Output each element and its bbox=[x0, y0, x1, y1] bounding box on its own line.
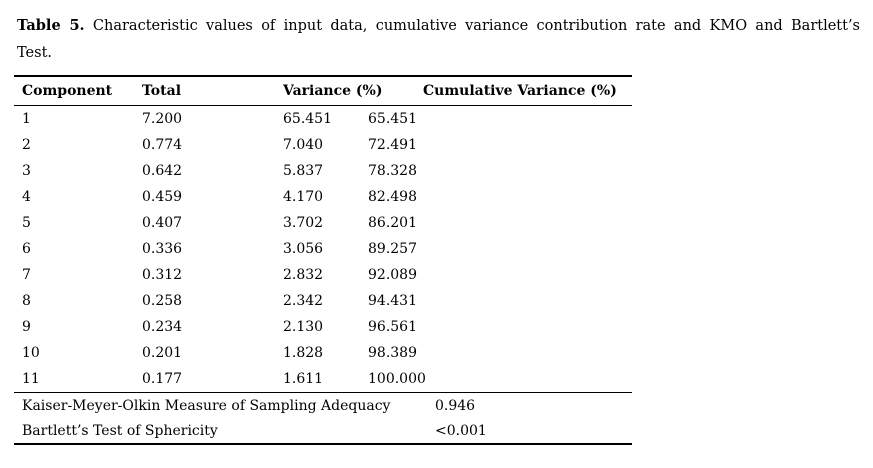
cell-variance: 4.170 bbox=[283, 189, 324, 205]
footer-label-bartlett: Bartlett’s Test of Sphericity bbox=[22, 422, 218, 439]
cell-total: 0.336 bbox=[142, 241, 183, 257]
cell-component: 3 bbox=[22, 163, 31, 179]
cell-component: 8 bbox=[22, 293, 31, 309]
caption-label: Table 5. bbox=[17, 17, 85, 34]
cell-variance: 2.342 bbox=[283, 293, 324, 309]
cell-cumulative: 78.328 bbox=[368, 163, 417, 179]
footer-row-bartlett: Bartlett’s Test of Sphericity <0.001 bbox=[14, 418, 632, 444]
caption-line-2: Test. bbox=[17, 45, 53, 61]
spacer-cell bbox=[360, 76, 415, 106]
table-row: 8 0.258 2.342 94.431 bbox=[14, 288, 632, 314]
cell-variance: 2.832 bbox=[283, 267, 324, 283]
spacer-cell bbox=[415, 366, 632, 393]
caption-text: Characteristic values of input data, cum… bbox=[92, 18, 860, 34]
table-row: 9 0.234 2.130 96.561 bbox=[14, 314, 632, 340]
cell-component: 10 bbox=[22, 345, 40, 361]
header-cell-component: Component bbox=[14, 76, 134, 106]
cell-total: 7.200 bbox=[142, 111, 183, 127]
header-cell-cumulative: Cumulative Variance (%) bbox=[415, 76, 632, 106]
spacer-cell bbox=[415, 106, 632, 133]
cell-total: 0.407 bbox=[142, 215, 183, 231]
spacer-cell bbox=[415, 262, 632, 288]
table-row: 5 0.407 3.702 86.201 bbox=[14, 210, 632, 236]
cell-component: 1 bbox=[22, 111, 31, 127]
footer-row-kmo: Kaiser-Meyer-Olkin Measure of Sampling A… bbox=[14, 392, 632, 418]
cell-cumulative: 96.561 bbox=[368, 319, 417, 335]
cell-component: 9 bbox=[22, 319, 31, 335]
cell-variance: 7.040 bbox=[283, 137, 324, 153]
header-cell-variance: Variance (%) bbox=[275, 76, 382, 106]
cell-total: 0.312 bbox=[142, 267, 183, 283]
table-row: 4 0.459 4.170 82.498 bbox=[14, 184, 632, 210]
table-row: 7 0.312 2.832 92.089 bbox=[14, 262, 632, 288]
spacer-cell bbox=[415, 210, 632, 236]
footer-value-kmo: 0.946 bbox=[415, 392, 632, 418]
cell-cumulative: 89.257 bbox=[368, 241, 417, 257]
cell-total: 0.201 bbox=[142, 345, 183, 361]
table-row: 6 0.336 3.056 89.257 bbox=[14, 236, 632, 262]
cell-cumulative: 72.491 bbox=[368, 137, 417, 153]
spacer-cell bbox=[415, 236, 632, 262]
cell-component: 2 bbox=[22, 137, 31, 153]
cell-total: 0.774 bbox=[142, 137, 183, 153]
spacer-cell bbox=[415, 184, 632, 210]
cell-cumulative: 98.389 bbox=[368, 345, 417, 361]
cell-component: 6 bbox=[22, 241, 31, 257]
cell-variance: 1.611 bbox=[283, 371, 324, 387]
footer-label-kmo: Kaiser-Meyer-Olkin Measure of Sampling A… bbox=[14, 392, 415, 418]
results-table: Component Total Variance (%) Cumulative … bbox=[14, 75, 632, 445]
cell-cumulative: 92.089 bbox=[368, 267, 417, 283]
spacer-cell bbox=[415, 340, 632, 366]
table-row: 11 0.177 1.611 100.000 bbox=[14, 366, 632, 393]
table-row: 2 0.774 7.040 72.491 bbox=[14, 132, 632, 158]
cell-variance: 3.702 bbox=[283, 215, 324, 231]
spacer-cell bbox=[415, 314, 632, 340]
table-row: 3 0.642 5.837 78.328 bbox=[14, 158, 632, 184]
cell-variance: 1.828 bbox=[283, 345, 324, 361]
spacer-cell bbox=[415, 158, 632, 184]
cell-component: 7 bbox=[22, 267, 31, 283]
cell-variance: 3.056 bbox=[283, 241, 324, 257]
table-row: 1 7.200 65.451 65.451 bbox=[14, 106, 632, 133]
cell-variance: 2.130 bbox=[283, 319, 324, 335]
cell-total: 0.234 bbox=[142, 319, 183, 335]
caption-line-1: Table 5. Characteristic values of input … bbox=[17, 12, 860, 40]
cell-cumulative: 82.498 bbox=[368, 189, 417, 205]
table-caption: Table 5. Characteristic values of input … bbox=[17, 12, 860, 67]
cell-total: 0.258 bbox=[142, 293, 183, 309]
cell-component: 5 bbox=[22, 215, 31, 231]
cell-total: 0.177 bbox=[142, 371, 183, 387]
cell-variance: 5.837 bbox=[283, 163, 324, 179]
header-row: Component Total Variance (%) Cumulative … bbox=[14, 76, 632, 106]
footer-value-bartlett: <0.001 bbox=[435, 422, 487, 439]
cell-total: 0.642 bbox=[142, 163, 183, 179]
cell-cumulative: 100.000 bbox=[368, 371, 426, 387]
table-row: 10 0.201 1.828 98.389 bbox=[14, 340, 632, 366]
cell-variance: 65.451 bbox=[283, 111, 332, 127]
spacer-cell bbox=[415, 288, 632, 314]
cell-cumulative: 94.431 bbox=[368, 293, 417, 309]
cell-component: 4 bbox=[22, 189, 31, 205]
cell-total: 0.459 bbox=[142, 189, 183, 205]
cell-cumulative: 65.451 bbox=[368, 111, 417, 127]
cell-component: 11 bbox=[22, 371, 40, 387]
header-cell-total: Total bbox=[134, 76, 275, 106]
spacer-cell bbox=[415, 132, 632, 158]
cell-cumulative: 86.201 bbox=[368, 215, 417, 231]
